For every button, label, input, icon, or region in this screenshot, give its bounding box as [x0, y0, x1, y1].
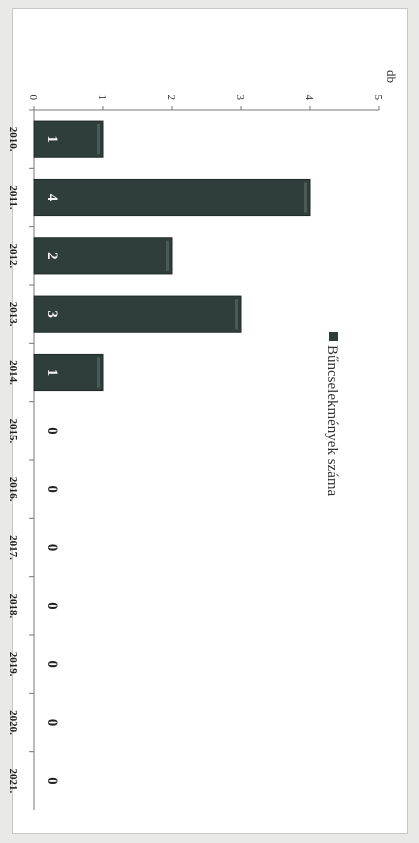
y-axis: 0 1 2 3 4 5 — [27, 95, 384, 111]
legend-swatch — [329, 332, 338, 341]
x-tick-label: 2021. — [7, 768, 19, 793]
data-label: 3 — [44, 310, 60, 318]
x-tick-label: 2012. — [7, 243, 19, 268]
x-tick-label: 2017. — [7, 535, 19, 560]
data-label: 2 — [44, 252, 60, 260]
bar — [33, 237, 173, 275]
x-tick-label: 2010. — [7, 127, 19, 152]
data-label: 4 — [44, 194, 60, 202]
y-tick-label: 4 — [303, 95, 315, 101]
bar-highlight — [166, 240, 169, 271]
x-tick-label: 2018. — [7, 593, 19, 618]
x-tick-label: 2019. — [7, 652, 19, 677]
x-tick-label: 2011. — [7, 185, 19, 209]
data-label: 0 — [44, 777, 60, 785]
y-axis-label: db — [384, 70, 399, 83]
x-tick-label: 2015. — [7, 418, 19, 443]
data-label: 0 — [44, 602, 60, 610]
y-tick-label: 0 — [27, 95, 39, 101]
y-tick-label: 1 — [96, 95, 108, 101]
bars-group — [33, 120, 311, 392]
data-label: 0 — [44, 485, 60, 493]
bar — [33, 178, 311, 217]
x-tick-label: 2014. — [7, 360, 19, 385]
x-tick-label: 2016. — [7, 477, 19, 502]
bar-highlight — [235, 299, 238, 330]
chart-legend: Bűncselekmények száma — [324, 332, 340, 497]
bar — [33, 295, 242, 333]
data-label: 1 — [44, 135, 60, 143]
x-axis: 2010. 2011. 2012. 2013. 2014. 2015. 2016. 2017.… — [7, 109, 35, 810]
y-tick-label: 3 — [234, 95, 246, 101]
y-tick-label: 2 — [165, 95, 177, 101]
legend-label: Bűncselekmények száma — [324, 345, 340, 497]
bar-highlight — [304, 182, 307, 213]
x-tick-label: 2020. — [7, 710, 19, 735]
bar-highlight — [97, 124, 100, 155]
data-label: 0 — [44, 427, 60, 435]
bar — [33, 120, 104, 158]
data-label: 1 — [44, 369, 60, 377]
data-label: 0 — [44, 719, 60, 727]
data-label: 0 — [44, 544, 60, 552]
y-tick-label: 5 — [372, 95, 384, 101]
x-tick-label: 2013. — [7, 302, 19, 327]
bar — [33, 353, 104, 392]
data-label: 0 — [44, 660, 60, 668]
data-labels-group: 1 4 2 3 1 0 0 0 0 0 0 0 — [44, 135, 60, 784]
bar-highlight — [97, 357, 100, 388]
